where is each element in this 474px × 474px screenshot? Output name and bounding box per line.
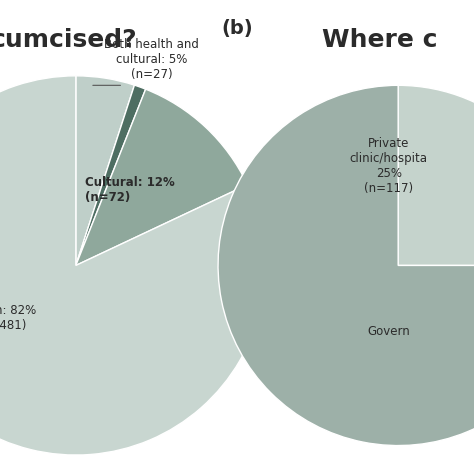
Text: (b): (b) — [221, 19, 253, 38]
Text: Govern: Govern — [367, 325, 410, 338]
Text: Where c: Where c — [322, 28, 438, 53]
Text: Cultural: 12%
(n=72): Cultural: 12% (n=72) — [85, 175, 175, 204]
Wedge shape — [0, 76, 265, 455]
Wedge shape — [218, 85, 474, 446]
Text: Both health and
cultural: 5%
(n=27): Both health and cultural: 5% (n=27) — [104, 38, 199, 81]
Wedge shape — [76, 89, 247, 265]
Text: cumcised?: cumcised? — [0, 28, 137, 53]
Wedge shape — [76, 85, 146, 265]
Text: h: 82%
-481): h: 82% -481) — [0, 303, 36, 332]
Wedge shape — [76, 76, 135, 265]
Text: Private
clinic/hospita
25%
(n=117): Private clinic/hospita 25% (n=117) — [350, 137, 428, 195]
Wedge shape — [398, 85, 474, 265]
